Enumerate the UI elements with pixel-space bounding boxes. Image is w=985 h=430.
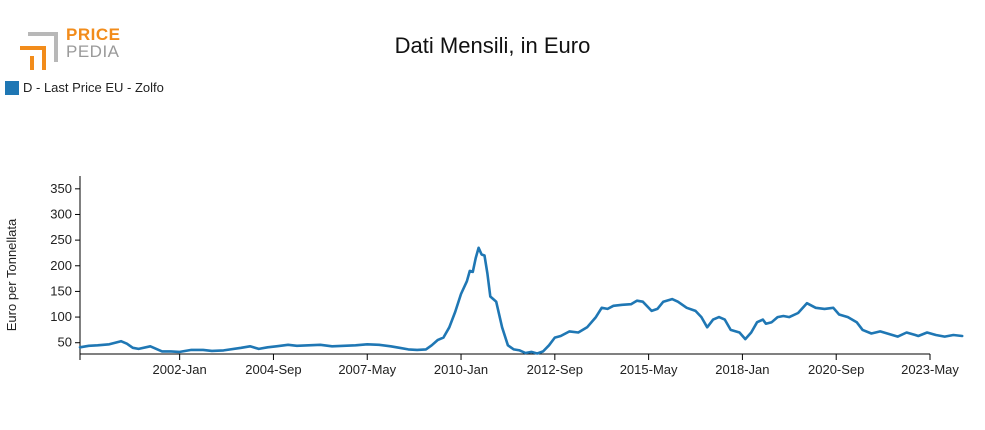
legend-swatch: [5, 80, 19, 95]
pricepedia-logo-icon: [20, 32, 58, 70]
x-tick-label: 2010-Jan: [434, 362, 488, 377]
y-tick-label: 300: [50, 206, 72, 221]
y-tick-label: 100: [50, 309, 72, 324]
logo-text-pedia: PEDIA: [66, 42, 120, 61]
x-tick-label: 2015-May: [620, 362, 678, 377]
y-tick-label: 350: [50, 181, 72, 196]
x-tick-label: 2020-Sep: [808, 362, 864, 377]
x-tick-label: 2023-May: [901, 362, 959, 377]
x-tick-label: 2012-Sep: [527, 362, 583, 377]
y-tick-label: 250: [50, 232, 72, 247]
y-tick-label: 200: [50, 258, 72, 273]
y-axis-label: Euro per Tonnellata: [4, 218, 19, 331]
legend: D - Last Price EU - Zolfo: [5, 80, 164, 95]
chart-title: Dati Mensili, in Euro: [394, 33, 591, 58]
series-layer: [78, 246, 964, 355]
legend-label: D - Last Price EU - Zolfo: [23, 80, 164, 95]
x-tick-label: 2004-Sep: [245, 362, 301, 377]
y-axis: 50 100 150 200 250 300 350: [50, 176, 81, 354]
x-tick-label: 2018-Jan: [715, 362, 769, 377]
y-tick-label: 150: [50, 283, 72, 298]
logo-text-price: PRICE: [66, 25, 121, 44]
y-tick-label: 50: [58, 335, 72, 350]
x-tick-label: 2007-May: [338, 362, 396, 377]
pricepedia-logo: PRICE PEDIA: [18, 26, 128, 74]
x-tick-label: 2002-Jan: [153, 362, 207, 377]
series-line: [78, 246, 964, 355]
x-axis: 2002-Jan 2004-Sep 2007-May 2010-Jan 2012-Sep…: [79, 353, 959, 377]
